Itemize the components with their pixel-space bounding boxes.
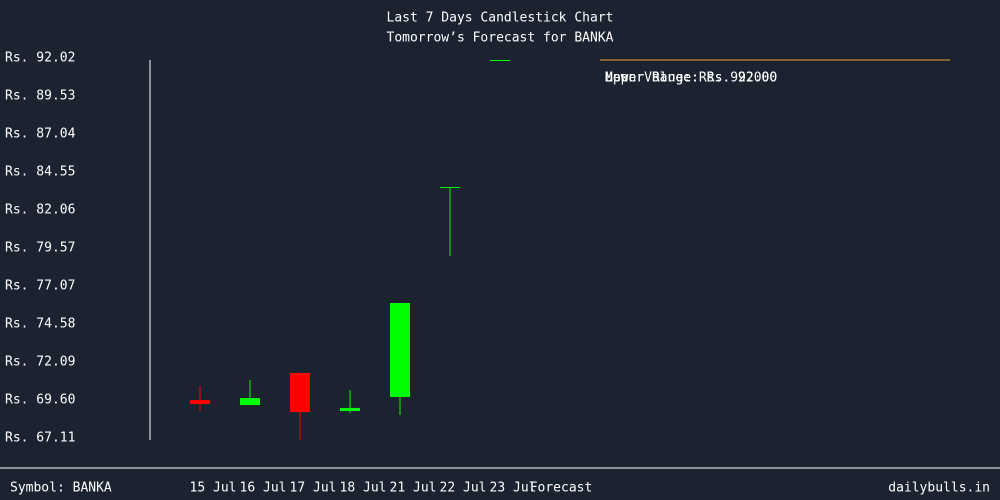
y-tick-label: Rs. 82.06 — [5, 202, 75, 217]
y-tick-label: Rs. 89.53 — [5, 88, 75, 103]
candle-body — [440, 187, 460, 189]
x-tick-label: 22 Jul — [440, 481, 487, 496]
annotation: Mean Value: Rs. 92.00 — [605, 71, 769, 86]
y-tick-label: Rs. 69.60 — [5, 393, 75, 408]
source: dailybulls.in — [888, 481, 990, 496]
y-tick-label: Rs. 79.57 — [5, 240, 75, 255]
candle-body — [490, 59, 510, 61]
chart-subtitle: Tomorrow’s Forecast for BANKA — [387, 31, 614, 46]
symbol: Symbol: BANKA — [10, 481, 112, 496]
candle-body — [290, 373, 310, 413]
candle-body — [190, 400, 210, 404]
y-tick-label: Rs. 74.58 — [5, 317, 75, 332]
x-tick-label: 15 Jul — [190, 481, 237, 496]
y-tick-label: Rs. 84.55 — [5, 164, 75, 179]
candle-body — [340, 407, 360, 411]
x-tick-label: 18 Jul — [340, 481, 387, 496]
annotation: Lower Range: Rs. 92.00 — [605, 71, 777, 86]
y-tick-label: Rs. 87.04 — [5, 126, 76, 141]
x-tick-label: 16 Jul — [240, 481, 287, 496]
y-tick-label: Rs. 77.07 — [5, 279, 75, 294]
y-tick-label: Rs. 67.11 — [5, 431, 75, 446]
chart-title: Last 7 Days Candlestick Chart — [387, 11, 614, 26]
y-tick-label: Rs. 92.02 — [5, 51, 75, 66]
candle-body — [390, 302, 410, 397]
x-tick-label: Forecast — [530, 481, 593, 496]
x-tick-label: 17 Jul — [290, 481, 337, 496]
annotation: Upper Range: Rs. 92.00 — [605, 71, 777, 86]
x-tick-label: 21 Jul — [390, 481, 437, 496]
y-tick-label: Rs. 72.09 — [5, 355, 75, 370]
x-tick-label: 23 Jul — [490, 481, 537, 496]
candle-body — [240, 398, 260, 406]
